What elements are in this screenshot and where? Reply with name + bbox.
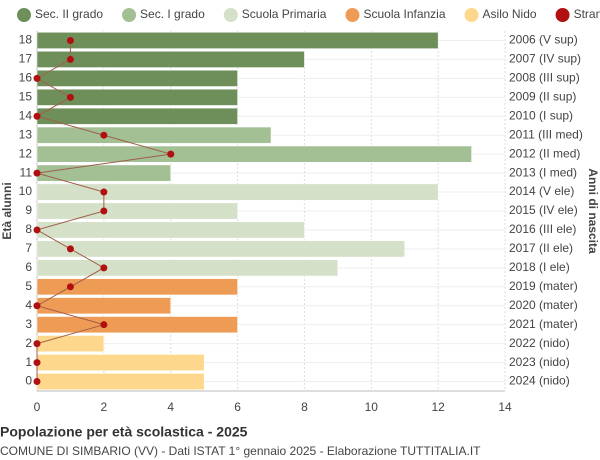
y2-tick-label: 2018 (I ele) [509,260,570,274]
legend-marker [464,8,479,22]
legend-marker [345,8,360,22]
y2-tick-label: 2015 (IV ele) [509,203,578,217]
y-tick-label: 7 [25,241,32,255]
stranieri-point [33,169,41,177]
legend-label: Stranieri [574,7,600,21]
stranieri-point [100,207,108,215]
y-tick-label: 11 [20,165,33,179]
y-tick-label: 14 [19,108,33,122]
x-tick-label: 0 [34,400,41,414]
bar [36,335,105,353]
y-tick-label: 2 [25,336,32,350]
y-tick-label: 8 [25,222,32,236]
bar [36,126,272,144]
y2-tick-label: 2014 (V ele) [509,184,574,198]
bar [36,278,238,296]
x-tick-label: 6 [234,400,241,414]
legend-label: Sec. II grado [35,7,103,21]
stranieri-point [100,131,108,139]
x-tick-label: 2 [101,400,108,414]
bar [36,107,238,125]
bar [36,354,205,371]
stranieri-point [100,188,108,196]
chart-subtitle: COMUNE DI SIMBARIO (VV) - Dati ISTAT 1° … [0,444,481,458]
legend-label: Scuola Primaria [242,7,327,21]
y-tick-label: 3 [25,317,32,331]
legend-label: Scuola Infanzia [363,7,445,21]
y2-tick-label: 2006 (V sup) [509,33,578,47]
stranieri-point [33,112,41,120]
bar [36,88,238,106]
bar [36,32,439,49]
bar [36,202,238,220]
legend-label: Asilo Nido [483,7,537,21]
bar [36,51,305,68]
stranieri-point [33,74,41,82]
y-tick-label: 18 [19,33,33,47]
x-tick-label: 14 [498,400,512,414]
stranieri-point [66,283,74,291]
bar [36,69,238,87]
y-tick-label: 16 [19,71,33,85]
y-tick-label: 12 [19,146,33,160]
y-tick-label: 10 [19,184,33,198]
bar [36,145,472,163]
y2-tick-label: 2019 (mater) [509,279,578,293]
chart-title: Popolazione per età scolastica - 2025 [0,424,248,440]
stranieri-point [100,321,108,329]
y2-tick-label: 2024 (nido) [509,374,570,388]
y-tick-label: 4 [25,298,32,312]
legend-marker [122,8,137,22]
legend-marker [555,8,570,22]
stranieri-point [33,378,41,386]
y-tick-label: 0 [25,374,32,388]
y2-tick-label: 2021 (mater) [509,317,578,331]
y-axis-label: Età alunni [0,182,14,239]
stranieri-point [33,302,41,310]
y-tick-label: 5 [25,279,32,293]
stranieri-point [66,55,74,63]
y2-tick-label: 2008 (III sup) [509,71,580,85]
bar [36,316,238,334]
y2-tick-label: 2010 (I sup) [509,108,573,122]
stranieri-point [33,359,41,367]
y2-tick-label: 2009 (II sup) [509,89,576,103]
bar [36,373,205,390]
legend-label: Sec. I grado [140,7,205,21]
y2-tick-label: 2016 (III ele) [509,222,576,236]
y2-tick-label: 2017 (II ele) [509,241,573,255]
y2-axis-label: Anni di nascita [586,168,600,254]
stranieri-point [33,340,41,348]
y2-tick-label: 2011 (III med) [509,127,583,141]
stranieri-point [167,150,175,158]
stranieri-point [100,264,108,272]
y-tick-label: 1 [25,355,32,369]
y2-tick-label: 2012 (II med) [509,146,580,160]
y-tick-label: 13 [19,127,33,141]
stranieri-point [66,93,74,101]
bar [36,221,305,239]
y2-tick-label: 2022 (nido) [509,336,570,350]
x-tick-label: 10 [365,400,379,414]
bar [36,183,439,201]
y-tick-label: 15 [19,89,33,103]
y2-tick-label: 2023 (nido) [509,355,570,369]
x-tick-label: 4 [167,400,174,414]
stranieri-point [66,245,74,253]
y-tick-label: 9 [25,203,32,217]
y2-tick-label: 2013 (I med) [509,165,577,179]
stranieri-point [33,226,41,234]
x-tick-label: 8 [301,400,308,414]
y-tick-label: 6 [25,260,32,274]
x-tick-label: 12 [431,400,445,414]
stranieri-point [66,36,74,44]
bar [36,259,339,277]
bar [36,240,405,258]
legend-marker [17,8,31,22]
y-tick-label: 17 [19,52,33,66]
y2-tick-label: 2007 (IV sup) [509,52,581,66]
y2-tick-label: 2020 (mater) [509,298,578,312]
legend-marker [223,8,238,22]
